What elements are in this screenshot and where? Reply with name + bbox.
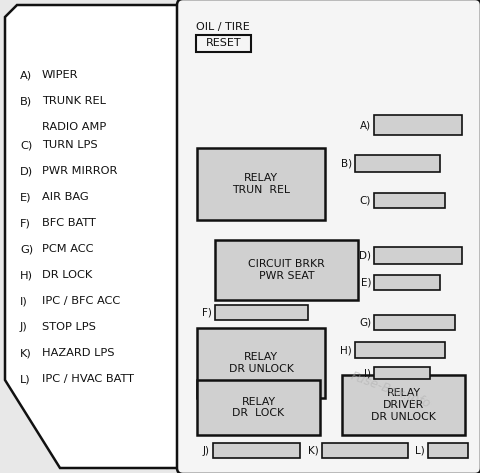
- FancyBboxPatch shape: [177, 0, 480, 473]
- Text: G): G): [359, 317, 371, 327]
- Bar: [374, 315, 455, 330]
- Text: B): B): [20, 96, 32, 106]
- Text: F): F): [20, 218, 31, 228]
- Text: TRUNK REL: TRUNK REL: [42, 96, 106, 106]
- Text: TURN LPS: TURN LPS: [42, 140, 97, 150]
- Text: STOP LPS: STOP LPS: [42, 322, 96, 332]
- Text: RELAY
TRUN  REL: RELAY TRUN REL: [232, 173, 290, 195]
- Text: K): K): [20, 348, 32, 358]
- Bar: [374, 275, 440, 290]
- Text: B): B): [341, 158, 352, 168]
- Text: C): C): [20, 140, 32, 150]
- Text: D): D): [20, 166, 33, 176]
- Bar: [197, 148, 325, 220]
- Bar: [215, 240, 358, 300]
- Text: RELAY
DR UNLOCK: RELAY DR UNLOCK: [228, 352, 293, 374]
- Bar: [342, 375, 465, 435]
- Text: IPC / HVAC BATT: IPC / HVAC BATT: [42, 374, 134, 384]
- Text: E): E): [20, 192, 32, 202]
- Text: DR LOCK: DR LOCK: [42, 270, 92, 280]
- Text: I): I): [20, 296, 28, 306]
- Text: A): A): [360, 120, 371, 130]
- Text: F): F): [202, 307, 212, 317]
- Bar: [374, 247, 462, 264]
- Text: K): K): [308, 446, 319, 455]
- Text: RADIO AMP: RADIO AMP: [42, 122, 106, 132]
- Text: RESET: RESET: [206, 38, 241, 49]
- Bar: [215, 305, 308, 320]
- Text: A): A): [20, 70, 32, 80]
- Text: D): D): [359, 251, 371, 261]
- Bar: [196, 35, 251, 52]
- Polygon shape: [5, 5, 183, 468]
- Text: OIL / TIRE: OIL / TIRE: [196, 22, 250, 32]
- Bar: [322, 443, 408, 458]
- Text: WIPER: WIPER: [42, 70, 79, 80]
- Bar: [374, 193, 445, 208]
- Text: PWR MIRROR: PWR MIRROR: [42, 166, 118, 176]
- Bar: [374, 367, 430, 379]
- Text: C): C): [360, 195, 371, 205]
- Text: G): G): [20, 244, 33, 254]
- Bar: [374, 115, 462, 135]
- Bar: [428, 443, 468, 458]
- Text: RELAY
DRIVER
DR UNLOCK: RELAY DRIVER DR UNLOCK: [371, 388, 436, 421]
- Bar: [197, 380, 320, 435]
- Text: J): J): [203, 446, 210, 455]
- Text: L): L): [20, 374, 31, 384]
- Text: HAZARD LPS: HAZARD LPS: [42, 348, 115, 358]
- Text: PCM ACC: PCM ACC: [42, 244, 94, 254]
- Text: RELAY
DR  LOCK: RELAY DR LOCK: [232, 397, 285, 418]
- Text: H): H): [20, 270, 33, 280]
- Text: Fuse-Box.info: Fuse-Box.info: [348, 369, 432, 411]
- Text: L): L): [415, 446, 425, 455]
- Text: E): E): [360, 278, 371, 288]
- Text: I): I): [364, 368, 371, 378]
- Text: IPC / BFC ACC: IPC / BFC ACC: [42, 296, 120, 306]
- Text: AIR BAG: AIR BAG: [42, 192, 89, 202]
- Text: CIRCUIT BRKR
PWR SEAT: CIRCUIT BRKR PWR SEAT: [248, 259, 325, 281]
- Bar: [355, 155, 440, 172]
- Bar: [197, 328, 325, 398]
- Bar: [355, 342, 445, 358]
- Text: J): J): [20, 322, 28, 332]
- Text: H): H): [340, 345, 352, 355]
- Bar: [213, 443, 300, 458]
- Text: BFC BATT: BFC BATT: [42, 218, 96, 228]
